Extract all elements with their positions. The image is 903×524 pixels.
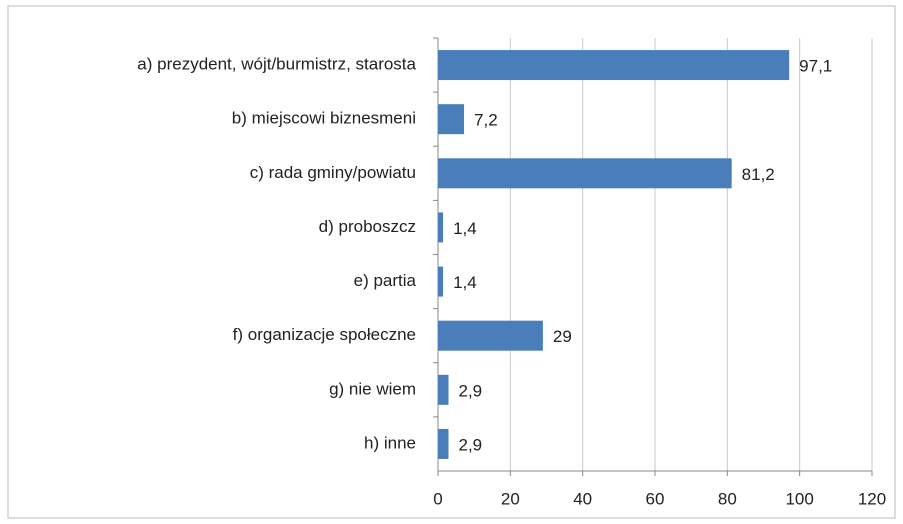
bar [438, 320, 543, 351]
data-label: 7,2 [474, 111, 498, 130]
y-tick-label: c) rada gminy/powiatu [250, 163, 416, 182]
bar [438, 158, 732, 189]
x-tick-label: 100 [785, 489, 813, 508]
y-tick-label: g) nie wiem [329, 379, 416, 398]
y-tick-label: h) inne [364, 433, 416, 452]
bar [438, 374, 449, 405]
y-tick-label: b) miejscowi biznesmeni [232, 109, 416, 128]
x-tick-label: 120 [858, 489, 886, 508]
bar [438, 50, 790, 81]
data-label: 2,9 [458, 381, 482, 400]
bar [438, 266, 444, 297]
data-label: 29 [553, 327, 572, 346]
bar [438, 428, 449, 459]
data-label: 1,4 [453, 273, 477, 292]
data-label: 2,9 [458, 435, 482, 454]
y-tick-label: f) organizacje społeczne [233, 325, 416, 344]
bar [438, 212, 444, 243]
data-label: 97,1 [799, 57, 832, 76]
data-label: 81,2 [742, 165, 775, 184]
chart-frame [7, 5, 896, 519]
data-label: 1,4 [453, 219, 477, 238]
x-tick-label: 80 [718, 489, 737, 508]
x-tick-label: 20 [501, 489, 520, 508]
x-tick-label: 40 [573, 489, 592, 508]
y-tick-label: d) proboszcz [319, 217, 416, 236]
y-tick-label: a) prezydent, wójt/burmistrz, starosta [137, 55, 416, 74]
bar [438, 104, 465, 135]
y-tick-label: e) partia [354, 271, 417, 290]
x-tick-label: 60 [646, 489, 665, 508]
x-tick-label: 0 [433, 489, 442, 508]
